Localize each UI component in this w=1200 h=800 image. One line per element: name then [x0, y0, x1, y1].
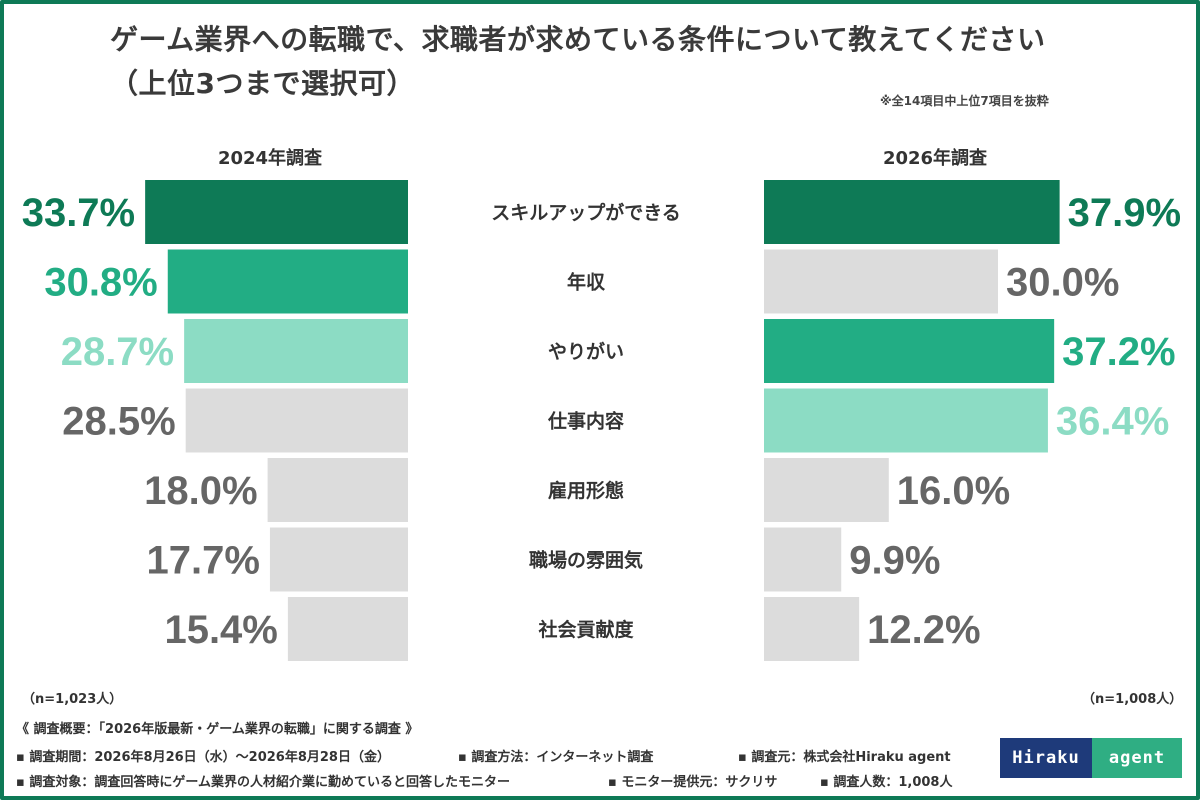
hiraku-agent-logo: Hiraku agent	[1000, 738, 1182, 778]
footer-survey-source: ▪ 調査元：株式会社Hiraku agent	[738, 750, 951, 765]
bar-2024-1	[167, 249, 408, 314]
value-label-2024-0: 33.7%	[22, 191, 135, 235]
value-label-2024-5: 17.7%	[147, 539, 260, 583]
bar-2026-5	[764, 527, 842, 592]
footer-monitor-provider: ▪ モニター提供元：サクリサ	[608, 775, 778, 790]
bar-2024-4	[267, 458, 408, 522]
footer-survey-title: 《 調査概要：「2026年版最新・ゲーム業界の転職」に関する調査 》	[16, 722, 419, 737]
bar-2026-0	[764, 180, 1060, 244]
value-label-2024-6: 15.4%	[164, 608, 277, 652]
logo-right: agent	[1092, 738, 1182, 778]
sample-size-2024: （n=1,023人）	[22, 692, 123, 707]
category-label-1: 年収	[567, 271, 606, 294]
logo-left: Hiraku	[1000, 738, 1092, 778]
value-label-2026-5: 9.9%	[849, 539, 940, 583]
value-label-2026-1: 30.0%	[1006, 261, 1119, 305]
chart-title: ゲーム業界への転職で、求職者が求めている条件について教えてください	[110, 23, 1046, 56]
category-label-2: やりがい	[548, 340, 624, 363]
footer-sample-count: ▪ 調査人数：1,008人	[820, 775, 953, 790]
footer-survey-method: ▪ 調査方法：インターネット調査	[458, 750, 654, 765]
value-label-2026-4: 16.0%	[897, 469, 1010, 513]
value-label-2024-3: 28.5%	[62, 400, 175, 444]
value-label-2024-4: 18.0%	[144, 469, 257, 513]
bar-2026-6	[764, 597, 860, 661]
value-label-2024-2: 28.7%	[61, 330, 174, 374]
value-label-2026-3: 36.4%	[1056, 400, 1169, 444]
bar-2024-5	[269, 527, 408, 592]
bar-2026-3	[764, 388, 1048, 453]
category-label-5: 職場の雰囲気	[529, 549, 643, 572]
bar-2024-3	[185, 388, 408, 453]
bar-2026-1	[764, 249, 998, 314]
category-label-0: スキルアップができる	[491, 201, 681, 224]
category-label-6: 社会貢献度	[537, 618, 634, 641]
value-label-2026-6: 12.2%	[867, 608, 980, 652]
value-label-2026-2: 37.2%	[1062, 330, 1175, 374]
note: ※全14項目中上位7項目を抜粋	[880, 94, 1049, 108]
footer-survey-target: ▪ 調査対象：調査回答時にゲーム業界の人材紹介業に勤めていると回答したモニター	[16, 775, 510, 790]
value-label-2026-0: 37.9%	[1068, 191, 1181, 235]
bar-2024-0	[145, 180, 408, 244]
category-label-3: 仕事内容	[547, 410, 624, 433]
bar-2026-4	[764, 458, 889, 522]
chart-subtitle: （上位3つまで選択可）	[110, 67, 415, 100]
series-label-2024: 2024年調査	[217, 148, 323, 169]
sample-size-2026: （n=1,008人）	[1082, 692, 1183, 707]
value-label-2024-1: 30.8%	[44, 261, 157, 305]
bar-2024-6	[287, 597, 408, 661]
category-label-4: 雇用形態	[548, 479, 624, 502]
series-label-2026: 2026年調査	[882, 148, 988, 169]
bar-2026-2	[764, 319, 1055, 383]
footer-survey-period: ▪ 調査期間：2026年8月26日（水）～2026年8月28日（金）	[16, 750, 390, 765]
bar-2024-2	[184, 319, 408, 383]
